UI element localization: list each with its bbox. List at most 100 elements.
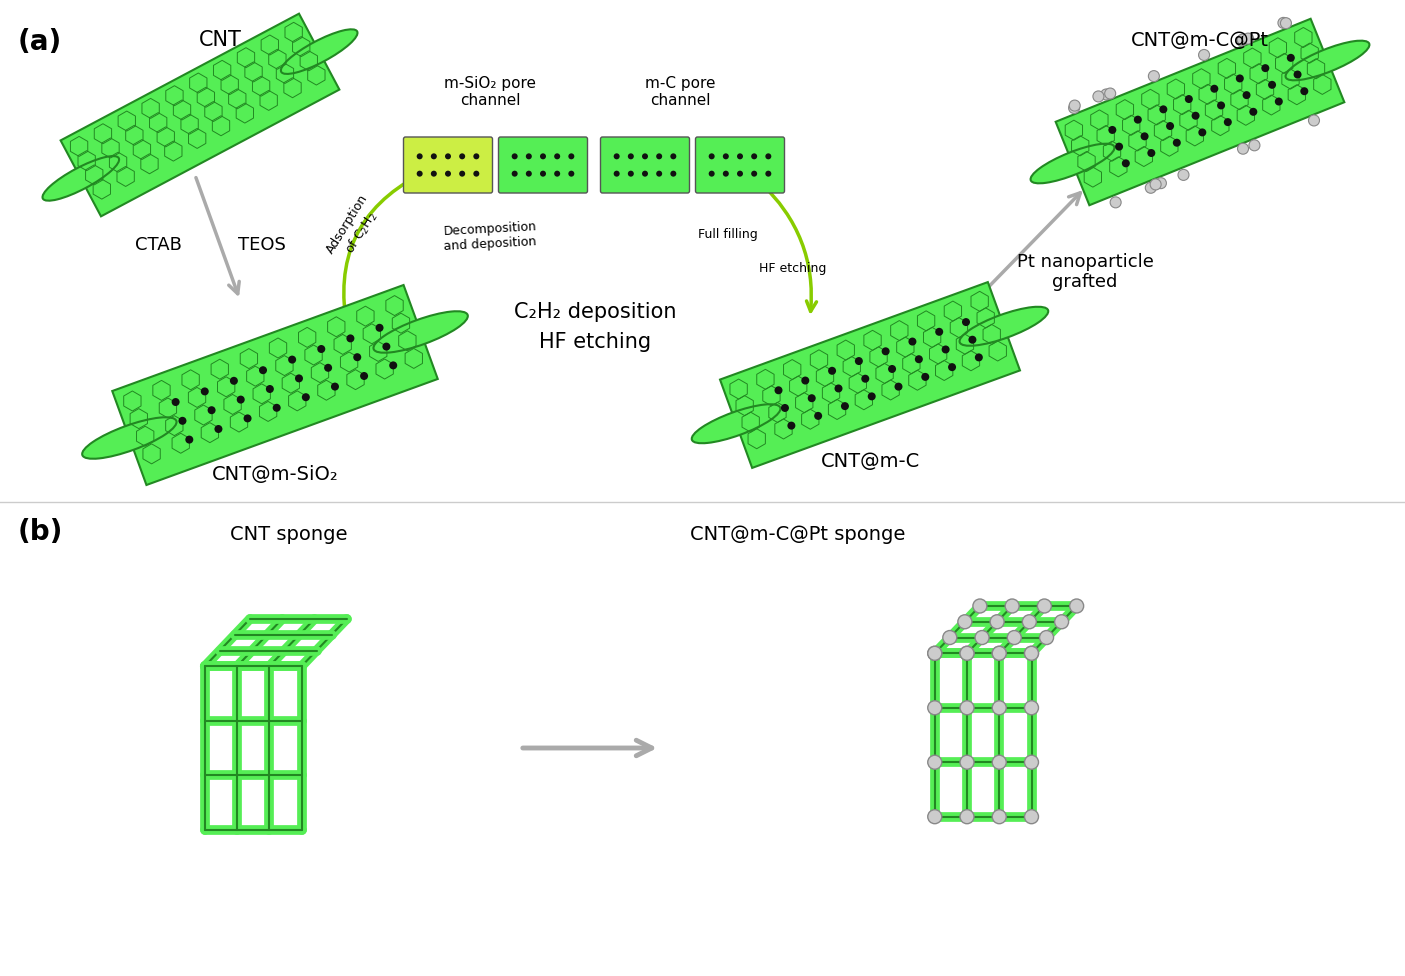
Circle shape: [511, 153, 517, 159]
Circle shape: [1166, 122, 1175, 130]
Text: CNT sponge: CNT sponge: [230, 525, 347, 544]
Circle shape: [1104, 88, 1116, 99]
Circle shape: [540, 153, 547, 159]
Circle shape: [835, 385, 843, 392]
Circle shape: [752, 171, 757, 177]
Circle shape: [1069, 599, 1083, 613]
Text: CNT@m-C: CNT@m-C: [821, 452, 920, 471]
Circle shape: [554, 153, 561, 159]
Circle shape: [554, 171, 561, 177]
Circle shape: [828, 367, 836, 375]
Circle shape: [854, 357, 863, 365]
Circle shape: [656, 171, 662, 177]
Circle shape: [992, 810, 1006, 824]
Circle shape: [960, 701, 974, 714]
FancyBboxPatch shape: [403, 137, 493, 193]
Circle shape: [525, 153, 532, 159]
Circle shape: [417, 153, 423, 159]
Circle shape: [922, 373, 929, 381]
Text: CNT: CNT: [198, 30, 242, 50]
Circle shape: [273, 404, 281, 412]
Circle shape: [178, 417, 187, 425]
Circle shape: [992, 646, 1006, 661]
Circle shape: [459, 153, 465, 159]
Circle shape: [958, 615, 972, 629]
Polygon shape: [115, 292, 436, 478]
Circle shape: [1116, 142, 1123, 150]
Text: Decomposition
and deposition: Decomposition and deposition: [443, 221, 538, 253]
Circle shape: [325, 364, 332, 372]
Circle shape: [1300, 87, 1308, 96]
Circle shape: [473, 171, 479, 177]
Circle shape: [1269, 81, 1276, 89]
Circle shape: [417, 171, 423, 177]
Circle shape: [1151, 179, 1161, 190]
Circle shape: [927, 810, 941, 824]
Circle shape: [992, 701, 1006, 714]
Circle shape: [295, 375, 303, 383]
Circle shape: [445, 171, 451, 177]
Ellipse shape: [691, 404, 780, 443]
Circle shape: [1217, 102, 1225, 109]
Circle shape: [540, 171, 547, 177]
Polygon shape: [1059, 27, 1340, 197]
Circle shape: [975, 630, 989, 644]
Circle shape: [431, 171, 437, 177]
Circle shape: [1040, 630, 1054, 644]
Circle shape: [1023, 615, 1037, 629]
Circle shape: [614, 171, 620, 177]
Circle shape: [332, 383, 339, 390]
Text: TEOS: TEOS: [237, 236, 287, 254]
Circle shape: [382, 343, 391, 350]
Circle shape: [1242, 91, 1250, 100]
Text: (b): (b): [18, 518, 63, 546]
Circle shape: [1121, 159, 1130, 167]
Polygon shape: [114, 290, 436, 480]
Polygon shape: [112, 287, 437, 483]
Polygon shape: [724, 291, 1017, 459]
Circle shape: [927, 755, 941, 769]
Text: CTAB: CTAB: [135, 236, 181, 254]
Polygon shape: [721, 284, 1019, 466]
Circle shape: [708, 153, 715, 159]
Circle shape: [972, 599, 986, 613]
Circle shape: [1280, 18, 1291, 28]
Circle shape: [1159, 105, 1168, 113]
Ellipse shape: [1286, 41, 1370, 80]
Circle shape: [266, 385, 274, 393]
Circle shape: [525, 171, 532, 177]
Circle shape: [656, 153, 662, 159]
Circle shape: [288, 355, 296, 364]
Circle shape: [353, 353, 361, 361]
Circle shape: [943, 630, 957, 644]
Ellipse shape: [960, 306, 1048, 346]
Circle shape: [473, 153, 479, 159]
Text: Pt nanoparticle
grafted: Pt nanoparticle grafted: [1017, 253, 1154, 292]
Circle shape: [389, 361, 398, 369]
Circle shape: [445, 153, 451, 159]
Circle shape: [842, 402, 849, 410]
Circle shape: [1024, 755, 1038, 769]
Circle shape: [722, 153, 729, 159]
Circle shape: [1249, 140, 1260, 151]
Circle shape: [628, 171, 634, 177]
Circle shape: [948, 363, 955, 371]
Polygon shape: [1057, 20, 1343, 203]
Circle shape: [1262, 64, 1269, 72]
Text: CNT@m-C@Pt sponge: CNT@m-C@Pt sponge: [690, 525, 905, 544]
Circle shape: [236, 395, 244, 404]
Circle shape: [302, 393, 311, 401]
Circle shape: [992, 755, 1006, 769]
Polygon shape: [60, 14, 340, 217]
Text: HF etching: HF etching: [759, 262, 826, 275]
Ellipse shape: [374, 311, 468, 352]
Circle shape: [1109, 126, 1117, 134]
Circle shape: [642, 171, 648, 177]
Circle shape: [960, 646, 974, 661]
Polygon shape: [1055, 19, 1345, 205]
Circle shape: [1184, 95, 1193, 103]
Circle shape: [882, 347, 889, 355]
Polygon shape: [62, 16, 339, 215]
Circle shape: [962, 318, 969, 326]
FancyBboxPatch shape: [499, 137, 587, 193]
